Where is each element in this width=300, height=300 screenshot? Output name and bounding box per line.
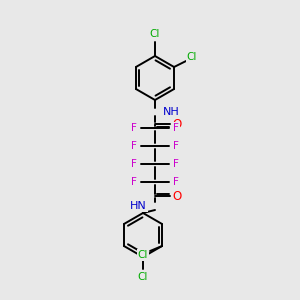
Text: F: F [131, 141, 137, 151]
Text: Cl: Cl [138, 250, 148, 260]
Text: F: F [131, 159, 137, 169]
Text: F: F [131, 177, 137, 187]
Text: F: F [173, 159, 179, 169]
Text: O: O [172, 118, 182, 130]
Text: F: F [131, 123, 137, 133]
Text: Cl: Cl [138, 272, 148, 282]
Text: Cl: Cl [187, 52, 197, 62]
Text: O: O [172, 190, 182, 202]
Text: F: F [173, 123, 179, 133]
Text: F: F [173, 141, 179, 151]
Text: F: F [173, 177, 179, 187]
Text: NH: NH [163, 107, 180, 117]
Text: Cl: Cl [150, 29, 160, 39]
Text: HN: HN [130, 201, 147, 211]
